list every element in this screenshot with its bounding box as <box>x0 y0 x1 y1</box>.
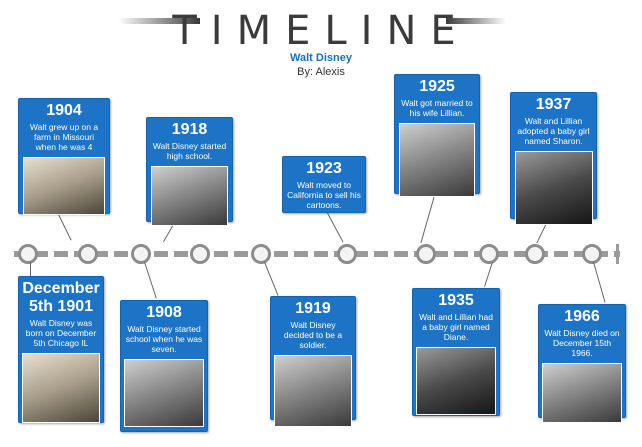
title-swoosh-right <box>446 18 506 24</box>
event-card-1966: 1966 Walt Disney died on December 15th 1… <box>538 304 626 423</box>
timeline-node-1901 <box>18 244 38 264</box>
timeline-node-1925 <box>416 244 436 264</box>
event-text: Walt Disney was born on December 5th Chi… <box>25 318 97 348</box>
event-year: 1904 <box>46 102 82 119</box>
subject-name: Walt Disney <box>290 52 352 64</box>
timeline-node-1937 <box>525 244 545 264</box>
stem-1908 <box>144 261 157 299</box>
stem-1923 <box>327 212 344 243</box>
event-year: 1937 <box>535 96 572 113</box>
event-text: Walt Disney started high school. <box>152 141 227 161</box>
event-year: 1935 <box>438 292 474 309</box>
timeline-node-1966 <box>582 244 602 264</box>
baby-photo <box>22 353 100 423</box>
soldier-photo <box>274 355 352 427</box>
stem-1919 <box>264 261 279 296</box>
event-text: Walt Disney died on December 15th 1966. <box>544 328 620 358</box>
timeline-node-1908 <box>131 244 151 264</box>
timeline-node-1919 <box>251 244 271 264</box>
title-swoosh-left <box>118 18 200 24</box>
stem-1901 <box>30 262 31 276</box>
timeline-node-1935 <box>479 244 499 264</box>
event-card-1904: 1904 Walt grew up on a farm in Missouri … <box>18 98 110 215</box>
event-text: Walt moved to California to sell his car… <box>287 180 361 210</box>
event-year: 1919 <box>295 300 331 317</box>
event-year: 1918 <box>171 121 208 138</box>
page-title: TIMELINE <box>172 8 470 54</box>
timeline-axis-end <box>616 244 619 264</box>
wedding-mickey-photo <box>399 123 475 197</box>
walt-portrait-photo <box>542 363 622 423</box>
title-wrap: TIMELINE <box>0 8 642 54</box>
timeline-node-1923 <box>337 244 357 264</box>
high-school-photo <box>151 166 228 226</box>
event-text: Walt Disney decided to be a soldier. <box>283 320 343 350</box>
stem-1935 <box>483 261 493 287</box>
event-card-1908: 1908 Walt Disney started school when he … <box>120 300 208 432</box>
event-card-1935: 1935 Walt and Lillian had a baby girl na… <box>412 288 500 416</box>
event-card-1901: December 5th 1901 Walt Disney was born o… <box>18 276 104 423</box>
event-card-1937: 1937 Walt and Lillian adopted a baby gir… <box>510 92 597 225</box>
event-text: Walt got married to his wife Lillian. <box>401 98 473 118</box>
timeline-node-1918 <box>190 244 210 264</box>
event-year: 1966 <box>564 308 600 325</box>
event-card-1919: 1919 Walt Disney decided to be a soldier… <box>270 296 356 427</box>
timeline-axis <box>14 251 620 257</box>
event-card-1923: 1923 Walt moved to California to sell hi… <box>282 156 366 213</box>
event-text: Walt and Lillian adopted a baby girl nam… <box>517 116 590 146</box>
event-text: Walt Disney started school when he was s… <box>125 324 203 354</box>
event-text: Walt and Lillian had a baby girl named D… <box>419 312 493 342</box>
event-card-1925: 1925 Walt got married to his wife Lillia… <box>394 74 480 197</box>
event-year: 1908 <box>146 304 182 321</box>
event-text: Walt grew up on a farm in Missouri when … <box>29 122 99 152</box>
stem-1925 <box>420 191 436 244</box>
family-photo <box>514 151 593 225</box>
farmhouse-photo <box>23 157 105 215</box>
author-line: By: Alexis <box>297 66 345 78</box>
baby-diane-photo <box>416 347 496 415</box>
school-building-photo <box>124 359 204 427</box>
timeline-node-1904 <box>78 244 98 264</box>
event-year: 1923 <box>306 160 342 177</box>
event-card-1918: 1918 Walt Disney started high school. <box>146 117 233 226</box>
stem-1966 <box>593 261 606 303</box>
event-year: 1925 <box>419 78 455 95</box>
event-year: December 5th 1901 <box>22 280 100 315</box>
